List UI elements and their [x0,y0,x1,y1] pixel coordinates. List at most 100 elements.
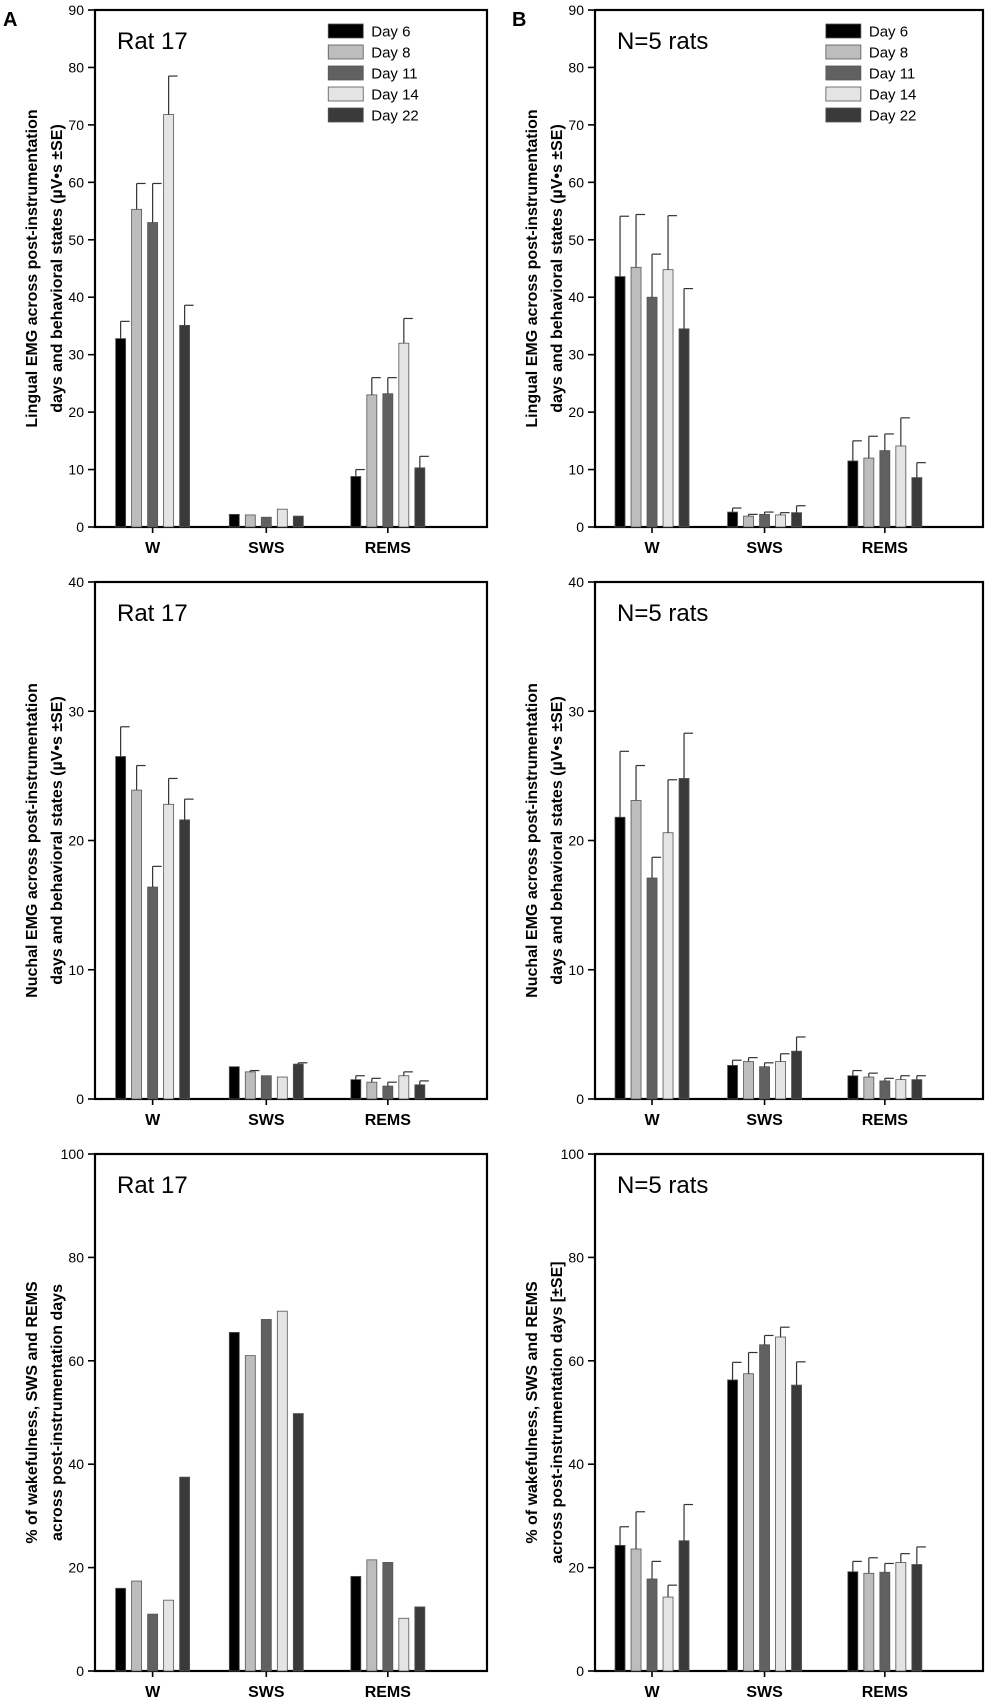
x-tick-label: REMS [862,1112,909,1129]
bar-day-22-sws [292,1413,304,1672]
error-bar [651,1560,662,1579]
y-axis-label-line: Lingual EMG across post-instrumentation [524,109,541,427]
y-axis-label-line: Nuchal EMG across post-instrumentation [24,683,41,998]
bar-day-11-rems [879,450,891,528]
error-bar [763,1062,774,1067]
bar-day-8-rems [366,1081,378,1100]
error-bar [619,750,630,818]
error-bar [916,1075,926,1080]
chart-3: 0 10 20 30 40 Nuchal EMG across post-instrume… [24,574,489,1129]
bar-day-14-w [163,803,175,1100]
x-tick-label: SWS [746,540,783,557]
y-tick-label: 20 [68,833,84,849]
legend-label: Day 22 [371,108,419,125]
panel-letter-a: A [3,9,17,31]
error-bar [619,215,630,277]
error-bar [120,726,130,757]
bar-day-11-sws [260,1075,272,1100]
error-bar [297,1062,308,1065]
plot-frame [93,1152,489,1673]
error-bar [249,1069,260,1072]
bar-day-11-rems [879,1080,891,1100]
bar-day-14-rems [398,342,410,528]
y-tick-label: 10 [68,962,84,978]
y-tick-label: 70 [68,117,84,133]
bar-day-11-sws [759,1066,770,1100]
bar-day-11-sws [260,516,272,528]
plot-frame [93,8,489,529]
bar-day-14-rems [895,1562,907,1672]
y-tick-label: 70 [568,117,584,133]
error-bar [152,182,162,223]
bar-day-14-sws [775,514,786,528]
bar-day-6-rems [350,1079,362,1100]
bar-day-14-sws [775,1336,786,1672]
bar-day-11-rems [382,393,394,528]
error-bar [635,764,646,801]
bar-day-8-sws [244,1355,256,1672]
error-bar [667,215,678,270]
y-tick-label: 50 [68,232,84,248]
x-tick-label: W [644,1112,660,1129]
y-tick-label: 40 [568,574,584,590]
legend-label: Day 8 [869,45,908,62]
y-tick-label: 0 [576,1663,584,1679]
x-tick-label: REMS [862,540,909,557]
x-tick-label: SWS [746,1684,783,1701]
error-bar [731,1059,742,1066]
bar-day-6-rems [847,460,859,528]
legend-swatch [327,86,364,102]
panel-annotation: N=5 rats [617,600,708,627]
y-axis-label-line: days and behavioral states (µV•s ±SE) [49,696,66,985]
bar-day-22-sws [791,512,802,528]
bar-day-11-w [646,877,658,1100]
bar-day-22-rems [414,467,426,528]
bar-day-6-w [115,1587,127,1672]
error-bar [868,1557,878,1574]
bar-day-6-sws [727,511,738,528]
legend-swatch [327,44,364,60]
error-bar [795,505,806,513]
bar-day-11-w [646,1578,658,1672]
bar-day-14-w [163,114,175,528]
y-tick-label: 20 [568,833,584,849]
y-tick-label: 60 [568,1353,584,1369]
y-axis-label-line: Nuchal EMG across post-instrumentation [524,683,541,998]
bar-day-8-rems [863,457,875,528]
y-tick-label: 0 [576,1091,584,1107]
bar-day-6-rems [847,1075,859,1100]
y-tick-label: 100 [61,1146,85,1162]
bar-day-11-sws [260,1319,272,1672]
bar-day-6-rems [350,1575,362,1672]
bar-day-22-sws [292,515,304,528]
legend-label: Day 14 [869,87,917,104]
bar-day-6-w [115,338,127,528]
y-tick-label: 50 [568,232,584,248]
x-tick-label: W [145,540,161,557]
error-bar [403,317,413,344]
bar-day-14-rems [398,1617,410,1672]
y-tick-label: 40 [68,574,84,590]
error-bar [136,764,146,791]
bar-day-11-w [147,886,159,1100]
legend-label: Day 6 [371,24,410,41]
panel-letter-b: B [512,9,526,31]
x-tick-label: SWS [248,540,285,557]
y-tick-label: 0 [76,1091,84,1107]
y-axis-label-line: Lingual EMG across post-instrumentation [24,109,41,427]
y-tick-label: 60 [68,1353,84,1369]
x-tick-label: REMS [862,1684,909,1701]
y-tick-label: 30 [68,703,84,719]
bar-day-14-w [163,1599,175,1672]
y-axis-label-line: days and behavioral states (µV•s ±SE) [549,124,566,413]
y-tick-label: 20 [68,1560,84,1576]
x-tick-label: SWS [746,1112,783,1129]
panel-annotation: N=5 rats [617,1172,708,1199]
bar-day-8-w [131,208,143,528]
error-bar [916,462,926,478]
error-bar [763,511,774,515]
legend-swatch [825,44,862,60]
error-bar [120,320,130,339]
error-bar [667,779,678,833]
bar-day-6-sws [228,513,240,528]
